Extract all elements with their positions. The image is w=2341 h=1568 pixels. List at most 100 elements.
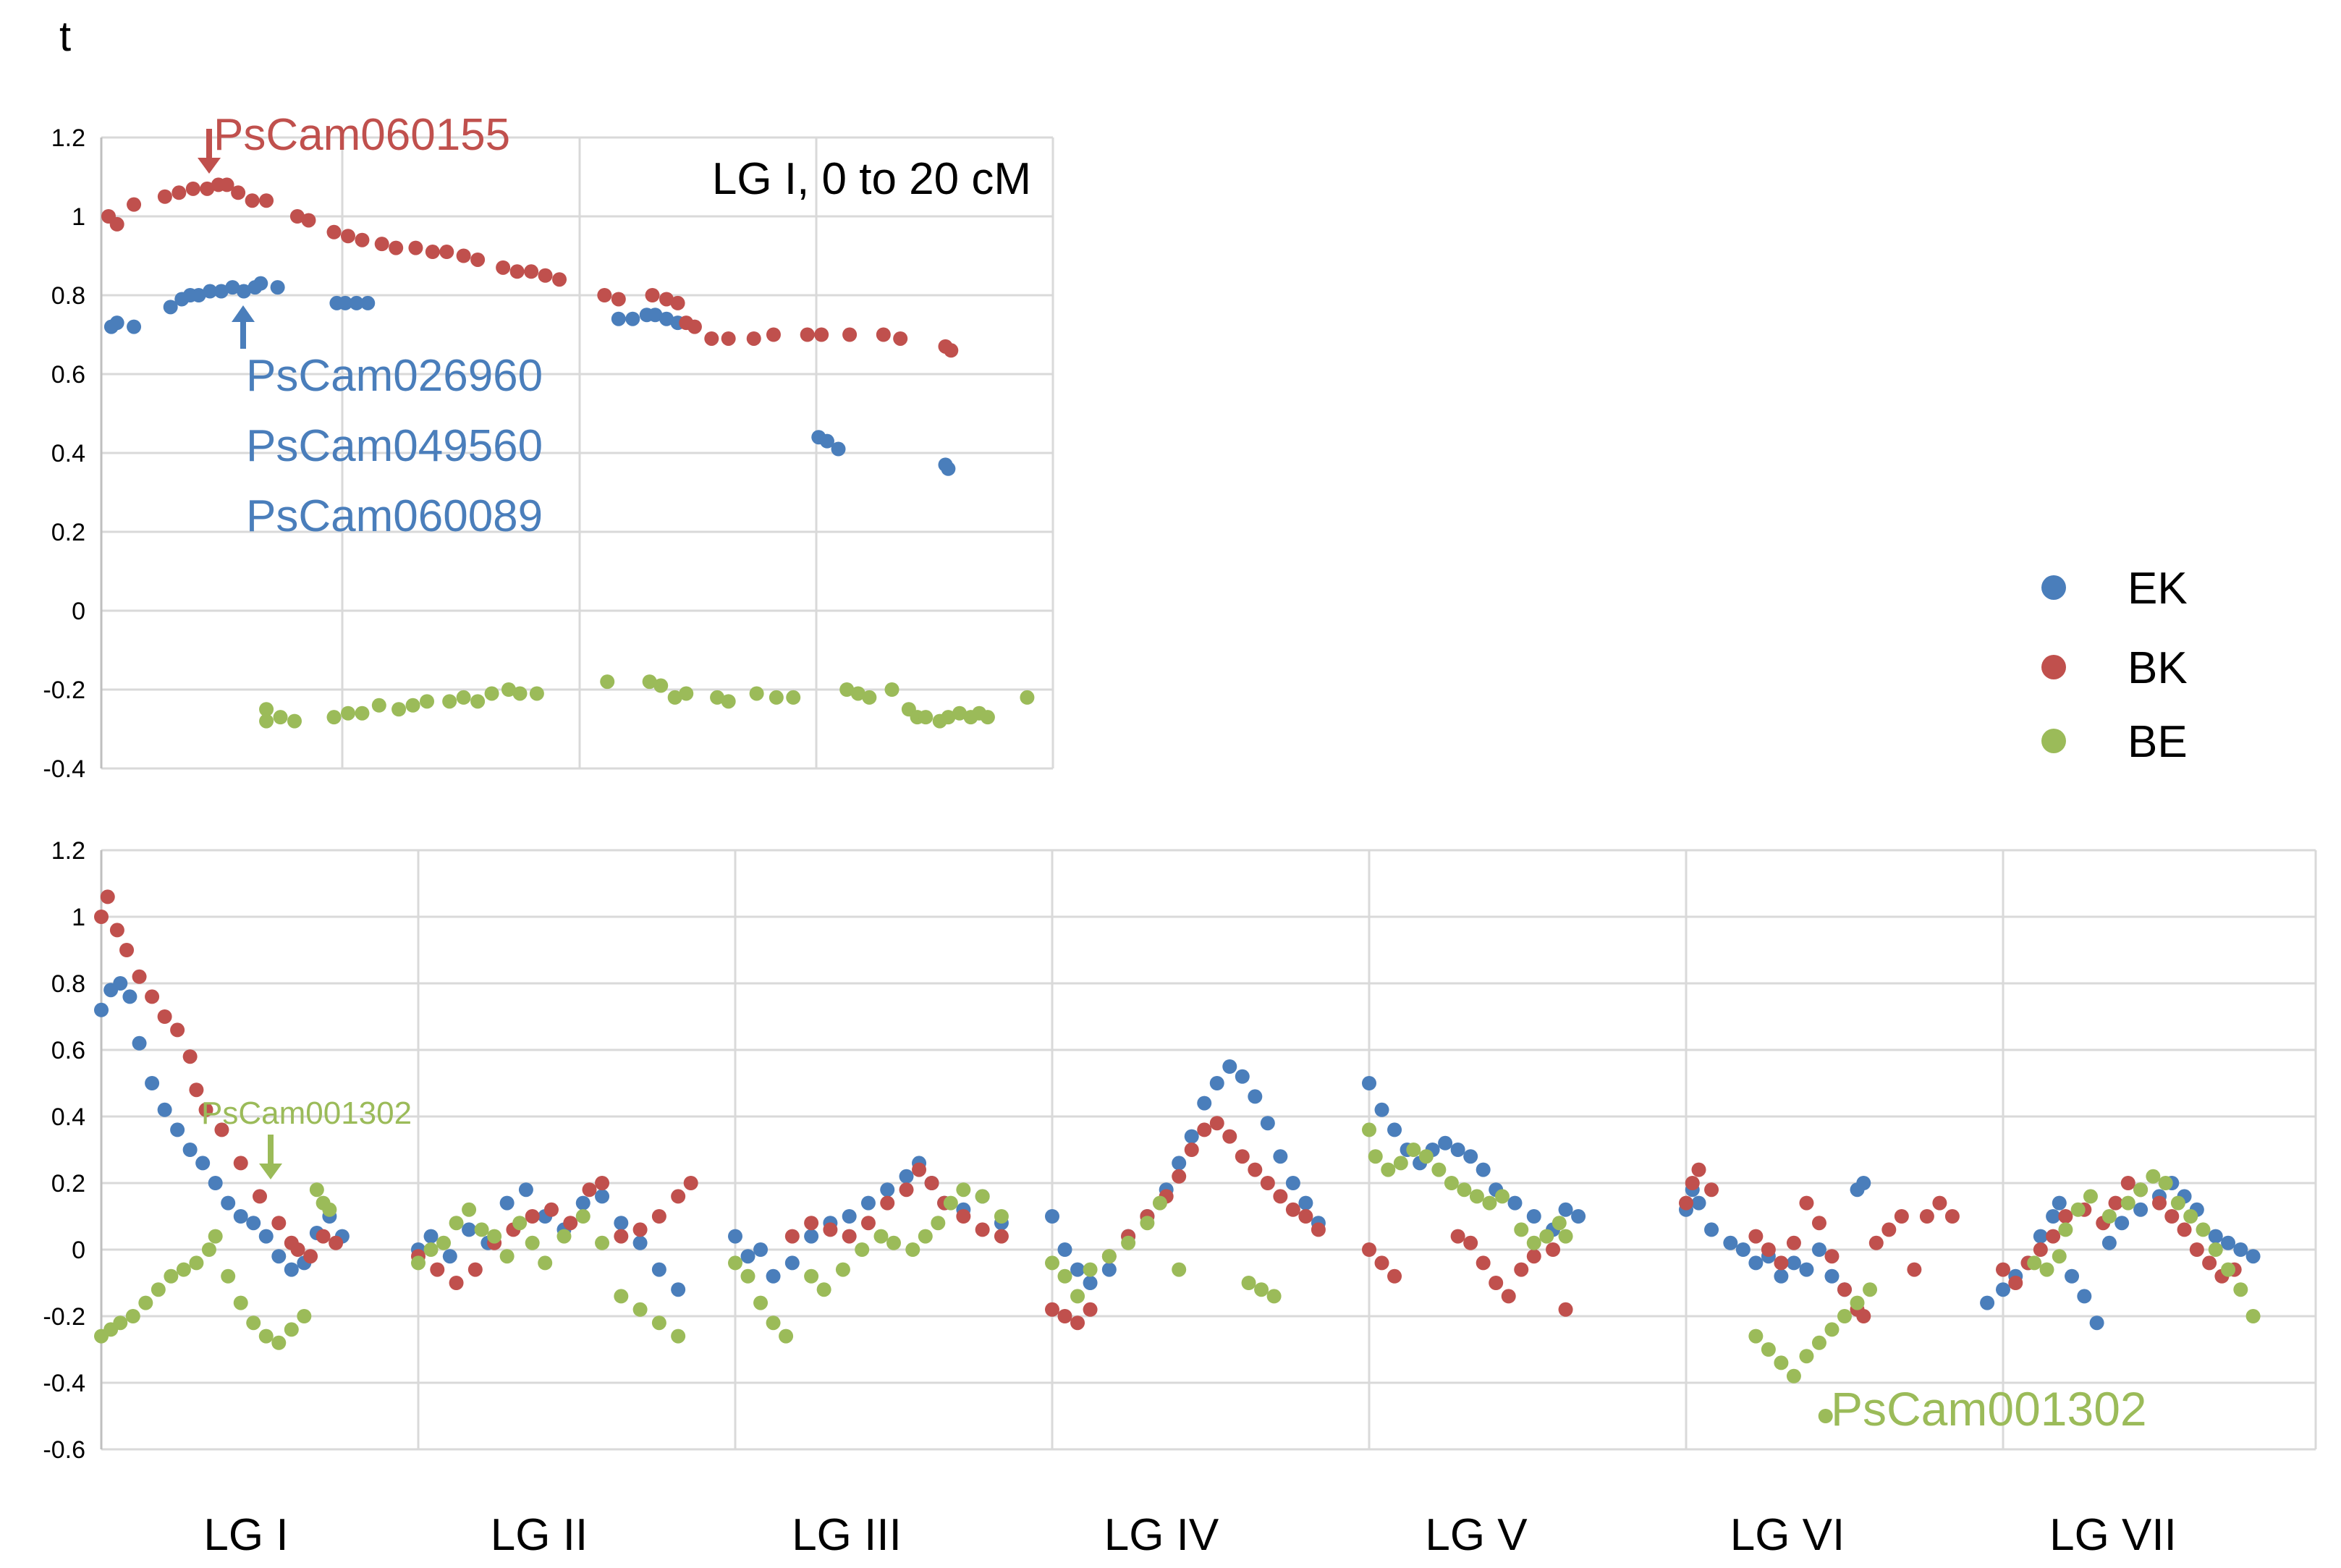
data-point-bk: [231, 185, 246, 200]
data-point-be: [525, 1235, 540, 1250]
data-point-ek: [113, 976, 128, 991]
data-point-bk: [1209, 1116, 1224, 1131]
data-point-be: [786, 690, 801, 705]
data-point-be: [2052, 1249, 2067, 1264]
data-point-bk: [1685, 1176, 1700, 1190]
data-point-ek: [1735, 1242, 1751, 1257]
data-point-be: [855, 1242, 870, 1257]
data-point-bk: [127, 197, 142, 212]
data-point-be: [862, 690, 877, 705]
data-point-bk: [1996, 1262, 2010, 1277]
data-point-be: [1406, 1143, 1421, 1157]
data-point-bk: [1285, 1202, 1300, 1217]
data-point-be: [246, 1315, 261, 1331]
data-point-be: [1368, 1149, 1383, 1164]
data-point-ek: [1450, 1143, 1465, 1157]
main-y-tick: -0.6: [43, 1436, 85, 1464]
data-point-ek: [632, 1235, 648, 1250]
data-point-be: [653, 678, 669, 693]
data-point-ek: [1996, 1282, 2010, 1297]
data-point-ek: [2065, 1268, 2080, 1284]
data-point-be: [1748, 1328, 1764, 1344]
data-point-be: [1241, 1276, 1256, 1290]
data-point-ek: [671, 1282, 686, 1297]
data-point-ek: [1526, 1209, 1541, 1224]
data-point-be: [309, 1182, 324, 1198]
data-point-bk: [651, 1209, 666, 1224]
data-point-be: [487, 1229, 502, 1244]
data-point-ek: [203, 284, 218, 299]
data-point-ek: [2245, 1249, 2261, 1264]
data-point-be: [355, 705, 370, 721]
data-point-ek: [2221, 1235, 2236, 1250]
data-point-bk: [552, 272, 567, 287]
data-point-be: [839, 682, 855, 697]
data-point-bk: [632, 1222, 648, 1237]
data-point-bk: [956, 1209, 971, 1224]
data-point-ek: [127, 319, 142, 334]
data-point-be: [1850, 1295, 1865, 1310]
data-point-be: [151, 1282, 166, 1297]
data-point-bk: [1944, 1209, 1960, 1224]
data-point-be: [1526, 1235, 1541, 1250]
data-point-ek: [740, 1249, 755, 1264]
arrow-up-icon: [232, 305, 255, 349]
data-point-ek: [1222, 1059, 1237, 1074]
data-point-be: [1045, 1255, 1059, 1271]
inset-y-tick: 1.2: [51, 124, 85, 152]
data-point-bk: [2046, 1229, 2061, 1244]
data-point-be: [1552, 1216, 1567, 1231]
data-point-be: [1020, 690, 1035, 705]
data-point-ek: [360, 295, 376, 310]
data-point-bk: [1691, 1162, 1706, 1177]
data-point-bk: [1260, 1176, 1275, 1190]
data-point-bk: [1450, 1229, 1465, 1244]
data-point-bk: [289, 209, 305, 224]
data-point-ek: [1691, 1195, 1706, 1211]
category-label: LG VI: [1730, 1510, 1845, 1560]
data-point-bk: [119, 943, 135, 957]
data-point-bk: [1774, 1255, 1789, 1271]
data-point-bk: [132, 969, 147, 984]
data-point-bk: [2058, 1209, 2073, 1224]
data-point-ek: [1070, 1262, 1085, 1277]
data-point-ek: [1558, 1202, 1573, 1217]
data-point-ek: [1811, 1242, 1826, 1257]
data-point-bk: [189, 1082, 204, 1098]
data-point-be: [442, 694, 457, 709]
data-point-be: [297, 1309, 312, 1323]
data-point-bk: [290, 1242, 305, 1257]
data-point-be: [1393, 1156, 1408, 1171]
data-point-be: [436, 1235, 452, 1250]
data-point-ek: [1101, 1262, 1117, 1277]
data-point-bk: [880, 1195, 895, 1211]
data-point-be: [1837, 1309, 1852, 1323]
data-point-be: [600, 674, 615, 690]
main-chart: 1.210.80.60.40.20-0.2-0.4-0.6 LG I LG II L…: [43, 837, 2317, 1560]
data-point-bk: [1907, 1262, 1922, 1277]
data-point-be: [835, 1262, 850, 1277]
data-point-bk: [766, 327, 781, 342]
data-point-be: [651, 1315, 666, 1331]
data-point-be: [766, 1315, 781, 1331]
data-point-bk: [145, 989, 160, 1004]
data-point-bk: [509, 264, 525, 279]
data-point-ek: [1463, 1149, 1478, 1164]
data-point-be: [1863, 1282, 1878, 1297]
category-label: LG VII: [2049, 1510, 2177, 1560]
data-point-ek: [2233, 1242, 2248, 1257]
data-point-be: [208, 1229, 223, 1244]
data-point-be: [484, 686, 499, 701]
data-point-bk: [1197, 1122, 1212, 1137]
data-point-bk: [1881, 1222, 1897, 1237]
data-point-be: [259, 713, 274, 729]
data-point-bk: [804, 1216, 819, 1231]
main-y-tick: 0: [72, 1237, 85, 1264]
data-point-be: [1254, 1282, 1269, 1297]
data-point-ek: [109, 315, 124, 331]
data-point-ek: [499, 1195, 515, 1211]
data-point-be: [556, 1229, 572, 1244]
data-point-bk: [1298, 1209, 1313, 1224]
data-point-be: [456, 690, 471, 705]
data-point-bk: [842, 327, 858, 342]
